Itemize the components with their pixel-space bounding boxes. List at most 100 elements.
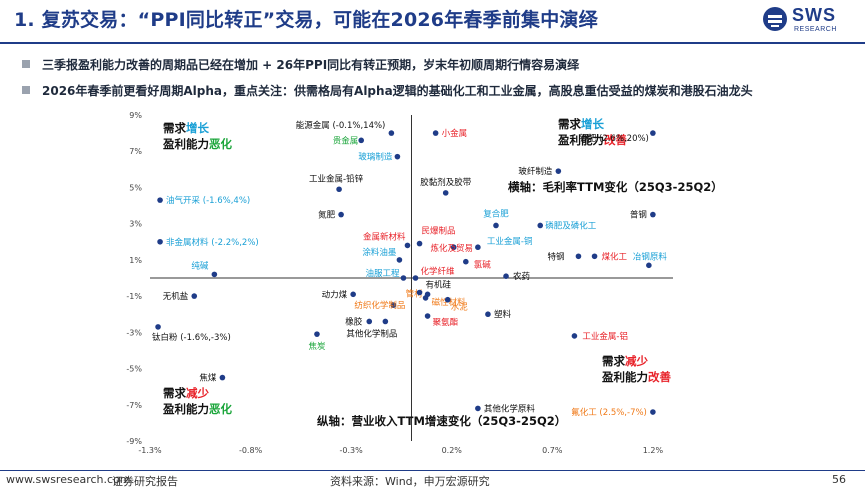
quadrant-demand-label: 需求 — [558, 117, 581, 131]
scatter-point — [412, 275, 419, 281]
scatter-point-label: 油气开采 (-1.6%,4%) — [166, 195, 250, 206]
scatter-point-label: 磁性材料 — [432, 297, 467, 308]
scatter-point — [219, 374, 226, 381]
y-tick-label: 1% — [129, 256, 142, 265]
footer-site: www.swsresearch.com — [6, 473, 131, 486]
scatter-point — [390, 302, 397, 308]
scatter-point — [157, 238, 163, 245]
scatter-point — [575, 253, 582, 260]
scatter-point — [358, 137, 365, 144]
scatter-point-label: 非金属材料 (-2.2%,2%) — [166, 237, 259, 248]
scatter-point-label: 民爆制品 — [422, 226, 456, 237]
quadrant-profit-label: 盈利能力 — [601, 370, 648, 384]
scatter-point-label: 钾肥 (2.6%,20%) — [579, 133, 649, 144]
y-tick-label: -5% — [126, 365, 142, 374]
scatter-point — [191, 293, 198, 299]
scatter-point — [444, 296, 451, 303]
scatter-point-label: 氟化工 (2.5%,-7%) — [571, 407, 647, 418]
x-axis-title: 横轴：毛利率TTM变化（25Q3-25Q2） — [508, 180, 723, 194]
page-title: 1. 复苏交易：“PPI同比转正”交易，可能在2026年春季前集中演绎 — [14, 9, 598, 31]
scatter-point — [382, 318, 389, 325]
sws-logo: SWS RESEARCH — [760, 4, 860, 40]
scatter-point — [404, 242, 411, 249]
scatter-point-label: 玻纤制造 — [518, 166, 553, 177]
scatter-point — [424, 313, 431, 319]
bullet-2: 2026年春季前更看好周期Alpha，重点关注：供需格局有Alpha逻辑的基础化… — [22, 82, 753, 99]
scatter-point — [463, 258, 469, 265]
scatter-point-label: 化学纤维 — [421, 266, 456, 277]
quadrant-profit-bottom-right: 盈利能力改善 — [601, 370, 671, 384]
scatter-point-label: 工业金属-铜 — [487, 236, 533, 247]
scatter-point — [442, 190, 449, 196]
scatter-point-label: 特钢 — [547, 251, 564, 262]
footer-brand: 证券研究报告 — [112, 475, 178, 488]
scatter-point-label: 氮肥 — [318, 210, 336, 221]
scatter-point-label: 农药 — [513, 271, 530, 282]
footer: www.swsresearch.com 证券研究报告 资料来源：Wind，申万宏… — [0, 470, 865, 494]
y-tick-label: -1% — [126, 292, 142, 301]
scatter-point-label: 水泥 — [451, 302, 469, 313]
scatter-point — [475, 244, 481, 251]
quadrant-label-top-left: 需求增长 — [163, 121, 209, 135]
quadrant-profit-label: 盈利能力 — [162, 137, 209, 151]
scatter-point — [400, 275, 407, 281]
quadrant-demand-value: 减少 — [625, 354, 648, 368]
quadrant-demand-label: 需求 — [602, 354, 625, 368]
quadrant-profit-value: 改善 — [604, 133, 627, 147]
y-axis-title: 纵轴：营业收入TTM增速变化（25Q3-25Q2） — [317, 414, 566, 428]
quadrant-label-bottom-left: 需求减少 — [163, 386, 209, 400]
y-tick-label: 3% — [129, 220, 142, 229]
scatter-point-label: 玻璃制造 — [358, 152, 393, 163]
scatter-point-label: 无机盐 — [163, 291, 189, 302]
quadrant-demand-value: 增长 — [186, 121, 209, 135]
scatter-point-label: 能源金属 (-0.1%,14%) — [296, 120, 386, 131]
quadrant-demand-value: 增长 — [581, 117, 604, 131]
x-tick-label: 0.2% — [442, 446, 463, 455]
scatter-point — [450, 244, 457, 251]
quadrant-profit-value: 恶化 — [209, 137, 232, 151]
scatter-point-label: 焦炭 — [308, 341, 326, 352]
quadrant-demand-label: 需求 — [163, 121, 186, 135]
scatter-point — [591, 253, 598, 260]
scatter-point — [650, 409, 656, 415]
scatter-point — [571, 333, 578, 339]
scatter-point-label: 冶钢原料 — [633, 251, 668, 262]
scatter-point-label: 金属新材料 — [363, 231, 406, 242]
scatter-point-label: 小金属 — [442, 128, 468, 139]
scatter-point-label: 炼化及贸易 — [430, 243, 473, 254]
scatter-point-label: 橡胶 — [345, 316, 363, 327]
scatter-point-label: 工业金属-铝 — [582, 331, 628, 342]
y-tick-label: -9% — [126, 437, 142, 446]
scatter-point-label: 焦煤 — [199, 373, 217, 384]
logo-text: SWS — [792, 5, 837, 25]
y-tick-label: -3% — [126, 328, 142, 337]
scatter-point — [422, 295, 429, 301]
scatter-chart: -1.3% -0.8% -0.3% 0.2% 0.7% 1.2% 9% 7% 5% 3% 1% -1%… — [0, 100, 865, 472]
scatter-point-label: 磷肥及磷化工 — [545, 220, 597, 231]
scatter-point-label: 钛白粉 (-1.6%,-3%) — [152, 332, 231, 343]
scatter-point — [650, 130, 656, 136]
y-tick-label: -7% — [126, 401, 142, 410]
y-tick-label: 5% — [129, 183, 142, 192]
header-divider — [0, 42, 865, 44]
scatter-point-label: 胶黏剂及胶带 — [420, 177, 472, 188]
bullet-square-icon — [22, 86, 30, 94]
x-tick-label: 0.7% — [542, 446, 563, 455]
scatter-point-label: 其他化学制品 — [346, 328, 397, 339]
scatter-point — [646, 262, 652, 269]
quadrant-profit-bottom-left: 盈利能力恶化 — [162, 402, 232, 416]
quadrant-profit-label: 盈利能力 — [557, 133, 604, 147]
scatter-point — [503, 273, 509, 279]
scatter-point — [394, 153, 401, 160]
logo-subtext: RESEARCH — [794, 26, 837, 33]
page-number: 56 — [832, 473, 846, 486]
bullet-1-text: 三季报盈利能力改善的周期品已经在增加 + 26年PPI同比有转正预期，岁末年初顺… — [42, 58, 580, 72]
quadrant-profit-top-right: 盈利能力改善 — [557, 133, 627, 147]
bullet-2-text: 2026年春季前更看好周期Alpha，重点关注：供需格局有Alpha逻辑的基础化… — [42, 84, 753, 98]
quadrant-profit-value: 恶化 — [209, 402, 232, 416]
scatter-point — [211, 271, 218, 278]
y-tick-label: 9% — [129, 111, 142, 120]
scatter-point-label: 工业金属-铅锌 — [309, 173, 364, 184]
scatter-point-label: 管材 — [406, 288, 424, 299]
scatter-point — [350, 291, 356, 298]
